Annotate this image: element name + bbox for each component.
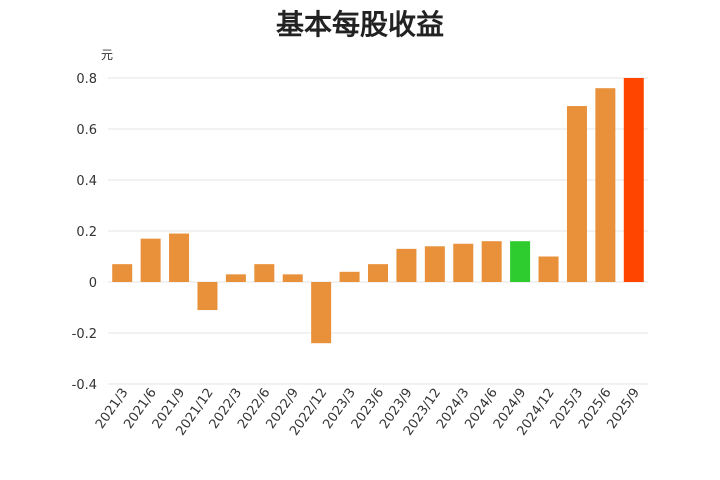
bar [510,241,531,282]
bar [623,78,644,282]
y-axis-ticks: 0.8 0.6 0.4 0.2 0 -0.2 -0.4 [72,72,97,393]
x-axis-ticks: 2021/32021/62021/92021/122022/32022/6202… [93,386,643,439]
y-tick-label: 0.2 [76,225,97,240]
bars [112,78,644,344]
bar [112,264,133,282]
y-tick-label: -0.4 [72,378,97,393]
y-axis-unit: 元 [101,48,113,62]
y-tick-label: 0 [89,276,97,291]
y-tick-label: 0.6 [76,123,97,138]
chart-title: 基本每股收益 [276,8,444,41]
y-tick-label: 0.4 [76,174,97,189]
bar [282,274,303,282]
bar [225,274,246,282]
bar [169,233,190,282]
bar [339,271,360,282]
bar [595,88,616,282]
bar [197,282,218,311]
bar [453,243,474,282]
bar [424,246,445,282]
bar [368,264,388,282]
bar [396,248,417,282]
bar [538,256,559,282]
bar [481,241,502,282]
bar [311,282,332,344]
bar [140,238,161,282]
y-tick-label: 0.8 [76,72,97,87]
bar [254,264,275,282]
y-tick-label: -0.2 [72,327,97,342]
bar [566,106,587,282]
